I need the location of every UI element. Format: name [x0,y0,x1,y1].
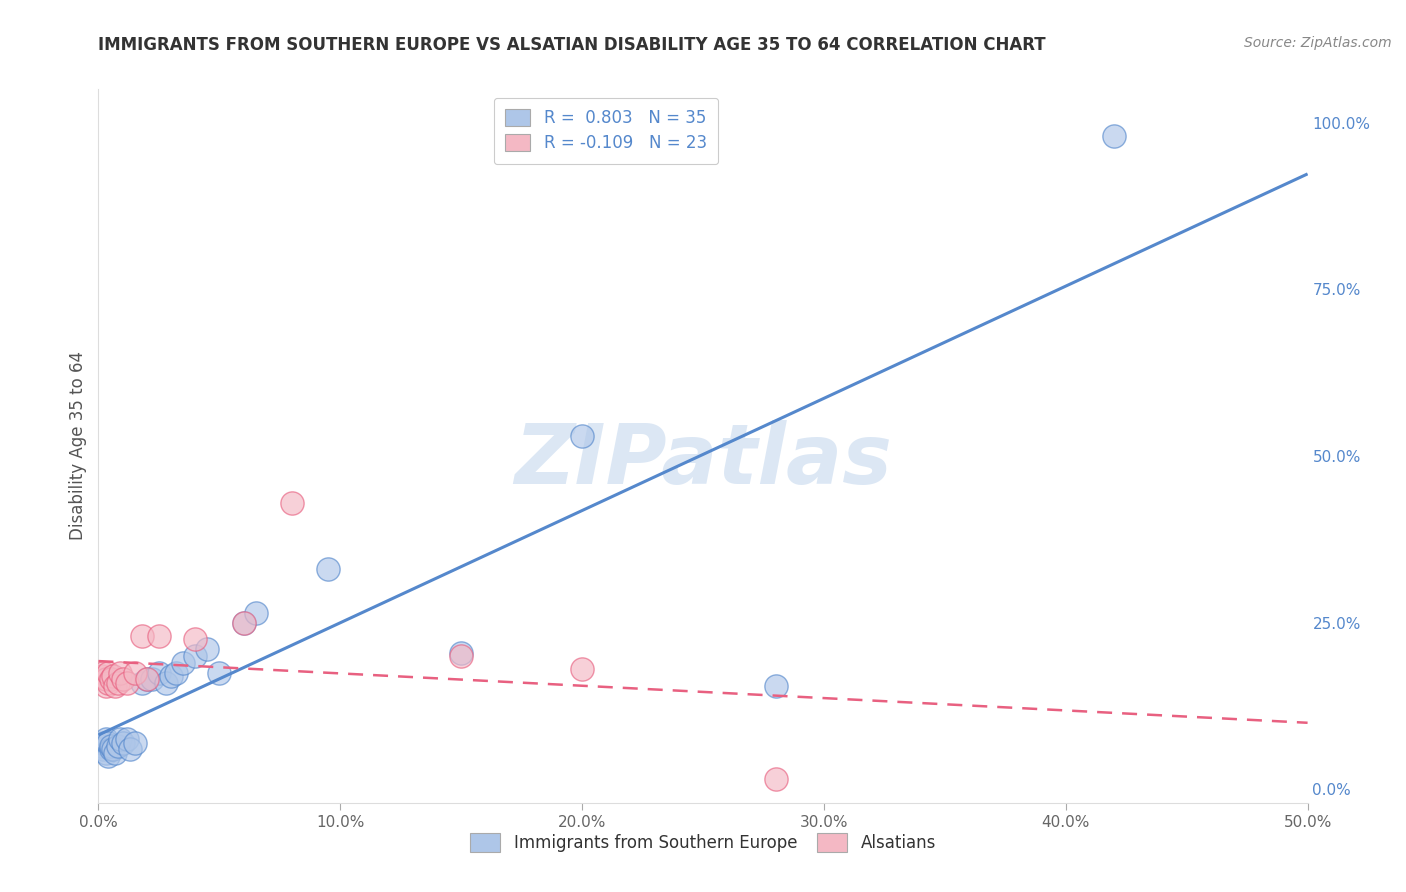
Point [571,662,593,676]
Text: Source: ZipAtlas.com: Source: ZipAtlas.com [1244,36,1392,50]
Point [160,669,183,683]
Point [100,742,122,756]
Point [765,772,787,787]
Point [135,673,157,687]
Point [100,673,122,687]
Point [172,656,194,670]
Point [165,665,187,680]
Point [94,732,117,747]
Point [97,749,120,764]
Point [94,679,117,693]
Point [117,675,139,690]
Point [208,665,231,680]
Point [107,739,129,753]
Point [111,736,134,750]
Point [97,665,120,680]
Point [101,669,124,683]
Point [232,615,254,630]
Point [91,742,114,756]
Point [148,665,170,680]
Point [450,649,472,664]
Point [281,496,304,510]
Point [135,673,157,687]
Point [184,632,207,647]
Point [97,675,120,690]
Point [108,732,131,747]
Point [108,665,131,680]
Point [90,739,112,753]
Point [101,742,124,756]
Legend: Immigrants from Southern Europe, Alsatians: Immigrants from Southern Europe, Alsatia… [464,827,942,859]
Point [232,615,254,630]
Point [124,665,146,680]
Point [104,679,127,693]
Point [94,673,117,687]
Text: IMMIGRANTS FROM SOUTHERN EUROPE VS ALSATIAN DISABILITY AGE 35 TO 64 CORRELATION : IMMIGRANTS FROM SOUTHERN EUROPE VS ALSAT… [98,36,1046,54]
Point [111,673,134,687]
Point [90,669,112,683]
Y-axis label: Disability Age 35 to 64: Disability Age 35 to 64 [69,351,87,541]
Point [91,736,114,750]
Point [184,649,207,664]
Point [94,746,117,760]
Point [765,679,787,693]
Point [148,629,170,643]
Point [104,746,127,760]
Point [245,606,267,620]
Point [195,642,218,657]
Point [91,665,114,680]
Point [97,736,120,750]
Point [107,675,129,690]
Point [131,675,153,690]
Text: ZIPatlas: ZIPatlas [515,420,891,500]
Point [118,742,141,756]
Point [571,429,593,443]
Point [1102,128,1125,143]
Point [100,739,122,753]
Point [131,629,153,643]
Point [155,675,177,690]
Point [316,562,339,576]
Point [117,732,139,747]
Point [450,646,472,660]
Point [141,673,163,687]
Point [124,736,146,750]
